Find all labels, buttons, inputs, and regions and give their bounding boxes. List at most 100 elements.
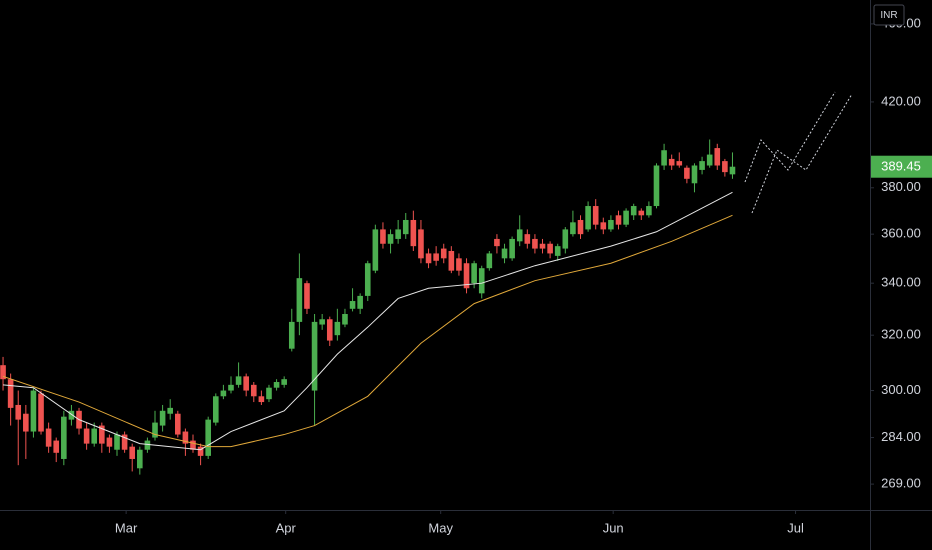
y-tick-label: 360.00 [881,226,921,241]
candle-body [349,301,356,309]
candle-body [615,215,622,225]
candle-body [562,229,569,249]
candle-body [45,428,52,447]
projection-path [751,93,853,214]
candle-body [372,229,379,271]
candle-body [608,219,614,230]
candle-body [684,167,690,179]
candle-body [418,229,424,259]
candle-body [524,234,531,244]
candle-body [699,161,705,170]
x-tick-label: Apr [276,520,297,535]
x-tick-label: Mar [115,520,138,535]
last-price-label: 389.45 [881,159,921,174]
candle-body [68,410,75,420]
x-tick-label: Jun [603,520,624,535]
candle-body [554,246,561,256]
candle-body [250,384,257,397]
candle-body [364,263,371,296]
candle-body [311,321,318,391]
candle-body [334,321,341,336]
candle-body [638,210,645,216]
candle-body [167,407,174,414]
candle-body [668,158,675,166]
y-tick-label: 269.00 [881,476,921,491]
candle-body [137,449,143,469]
candle-body [144,440,151,450]
y-tick-label: 300.00 [881,382,921,397]
candle-body [326,319,333,341]
candle-body [471,263,477,284]
candle-body [281,379,287,385]
candle-body [486,253,493,269]
moving-average [2,191,733,451]
candle-body [273,382,280,388]
candle-body [623,210,629,225]
candle-body [570,222,576,235]
candle-body [205,419,211,456]
y-tick-label: 284.00 [881,429,921,444]
y-tick-label: 320.00 [881,327,921,342]
candle-body [676,161,683,166]
candle-body [380,229,386,244]
candle-body [539,243,546,249]
candle-body [448,251,455,271]
currency-box [873,4,905,26]
x-tick-label: May [428,520,453,535]
candle-body [402,219,409,235]
candle-body [121,434,128,450]
projection-path [744,91,836,183]
candle-body [38,393,44,432]
candle-body [630,206,637,216]
candle-body [494,238,500,247]
candle-body [706,154,713,166]
candle-body [342,314,348,325]
candle-body [722,161,728,173]
axes: 269.00 284.00 300.00 320.00 340.00 360.00 380.… [115,15,932,535]
candle-body [91,428,98,444]
y-tick-label: 380.00 [881,179,921,194]
candle-body [228,384,234,391]
candle-body [7,379,14,408]
candle-body [433,253,439,261]
candle-body [235,376,242,385]
candle-body [440,248,447,259]
candle-body [30,390,37,432]
candle-body [425,253,432,264]
candle-body [99,425,105,444]
candle-body [83,428,90,444]
candle-body [197,446,204,456]
plot [0,139,736,475]
candle-body [266,387,272,400]
candle-body [516,229,523,242]
candle-body [15,404,22,420]
candle-body [501,248,508,259]
candle-body [106,437,113,447]
candle-body [410,219,417,247]
candle-body [182,431,189,444]
candle-body [296,278,303,322]
candle-body [729,166,736,175]
candle-body [653,165,660,207]
candle-body [319,319,325,325]
candle-body [532,238,538,249]
currency-label: INR [880,10,897,21]
moving-average [2,214,733,448]
y-tick-label: 420.00 [881,93,921,108]
candle-body [220,390,227,397]
candle-body [152,422,158,438]
candle-body [600,222,607,230]
candle-body [61,416,67,459]
candle-body [23,413,29,432]
candle-body [53,440,60,453]
candle-body [691,165,698,184]
candle-body [509,238,515,259]
candle-body [114,434,120,450]
candle-body [243,376,249,391]
candle-body [174,413,181,435]
candle-body [258,396,265,403]
candle-body [661,150,667,166]
last-price-box [871,155,932,178]
